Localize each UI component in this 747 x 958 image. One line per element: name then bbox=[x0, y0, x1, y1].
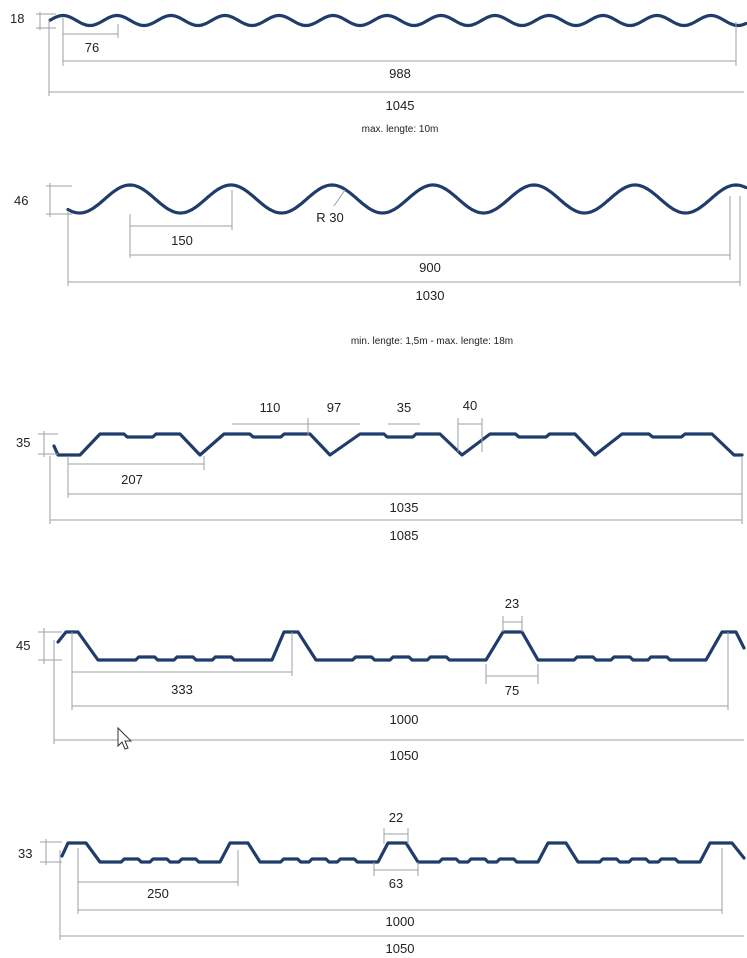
profile-2-total-label: 1030 bbox=[416, 288, 445, 303]
profile-1-height-label: 18 bbox=[10, 11, 24, 26]
profile-5-total-label: 1050 bbox=[386, 941, 415, 956]
profile-5-cover-label: 1000 bbox=[386, 914, 415, 929]
profile-3-dim-b-label: 97 bbox=[327, 400, 341, 415]
profile-5-height-label: 33 bbox=[18, 846, 32, 861]
profile-3-total-label: 1085 bbox=[390, 528, 419, 543]
profile-2-cover-label: 900 bbox=[419, 260, 441, 275]
profile-1-outline bbox=[48, 13, 747, 28]
profile-4-height-label: 45 bbox=[16, 638, 30, 653]
profile-3-dim-a-label: 110 bbox=[260, 400, 281, 415]
profile-2-radius-label: R 30 bbox=[316, 210, 343, 225]
profile-2-outline bbox=[66, 183, 747, 215]
profile-3-cover-label: 1035 bbox=[390, 500, 419, 515]
profile-2-height-label: 46 bbox=[14, 193, 28, 208]
profile-4-cover-label: 1000 bbox=[390, 712, 419, 727]
profile-3-outline bbox=[52, 432, 744, 457]
profile-4-base-width-label: 75 bbox=[505, 683, 519, 698]
profile-3: 35 110 97 35 40 207 1035 1085 bbox=[16, 398, 744, 543]
profile-4-top-width-label: 23 bbox=[505, 596, 519, 611]
profile-3-height-label: 35 bbox=[16, 435, 30, 450]
profile-5-top-width-label: 22 bbox=[389, 810, 403, 825]
profile-2-pitch-label: 150 bbox=[171, 233, 193, 248]
profile-4-pitch-label: 333 bbox=[171, 682, 193, 697]
profile-2-radius-leader bbox=[333, 189, 346, 207]
profile-4-outline bbox=[56, 630, 746, 662]
profile-3-dim-d-label: 40 bbox=[463, 398, 477, 413]
profile-5-base-width-label: 63 bbox=[389, 876, 403, 891]
profile-1: 18 76 988 1045 max. lengte: 10m bbox=[10, 11, 747, 135]
profile-1-length-note: max. lengte: 10m bbox=[362, 124, 439, 135]
mouse-pointer-icon bbox=[117, 726, 133, 750]
profile-4-total-label: 1050 bbox=[390, 748, 419, 763]
profile-3-dim-c-label: 35 bbox=[397, 400, 411, 415]
profile-4: 45 23 75 333 1000 1050 bbox=[16, 596, 746, 763]
profile-2-length-note: min. lengte: 1,5m - max. lengte: 18m bbox=[351, 336, 513, 347]
profile-1-total-label: 1045 bbox=[386, 98, 415, 113]
profile-1-cover-label: 988 bbox=[389, 66, 411, 81]
profile-5-pitch-label: 250 bbox=[147, 886, 169, 901]
profile-5: 33 22 63 250 1000 1050 bbox=[18, 810, 746, 956]
profile-1-pitch-label: 76 bbox=[85, 40, 99, 55]
profile-5-outline bbox=[60, 841, 746, 864]
profile-2: 46 150 R 30 900 1030 min. lengte: 1,5m -… bbox=[14, 183, 747, 347]
profile-3-pitch-label: 207 bbox=[121, 472, 143, 487]
